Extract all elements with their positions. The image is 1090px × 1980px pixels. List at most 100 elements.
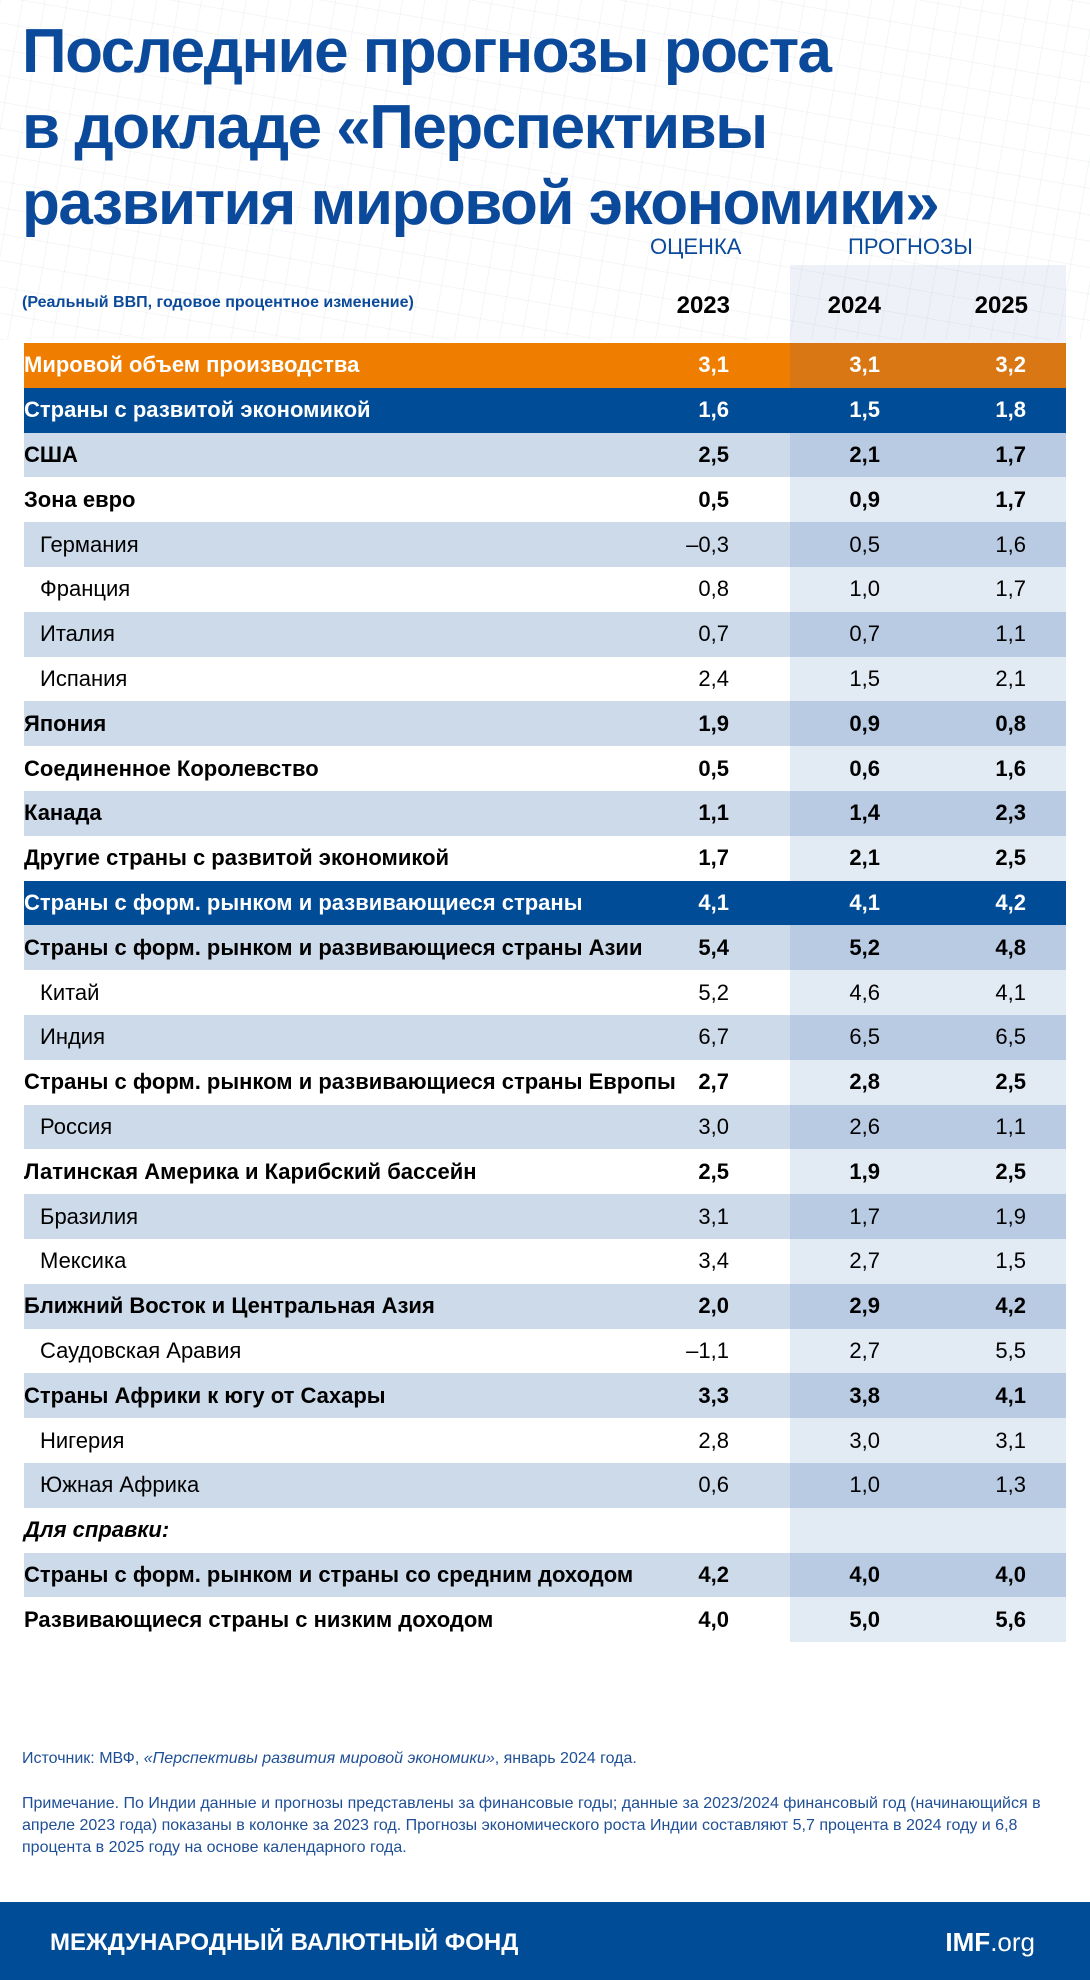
value-2023: –1,1 [686, 1337, 729, 1363]
value-2025: 1,7 [995, 486, 1026, 512]
value-2023: 0,6 [698, 1472, 729, 1498]
table-row: Зона евро 0,5 0,9 1,7 [24, 477, 1066, 523]
value-2024: 6,5 [849, 1024, 880, 1050]
value-2024: 2,6 [849, 1113, 880, 1139]
value-2024: 1,9 [849, 1158, 880, 1184]
source-prefix: Источник: МВФ, [22, 1750, 144, 1767]
value-2025: 4,1 [995, 1382, 1026, 1408]
value-2025: 3,1 [995, 1427, 1026, 1453]
value-2024: 0,9 [849, 710, 880, 736]
value-2024: 3,8 [849, 1382, 880, 1408]
value-2025: 2,5 [995, 1158, 1026, 1184]
table-row: Италия 0,7 0,7 1,1 [24, 611, 1066, 657]
value-2025: 1,1 [995, 621, 1026, 647]
value-2024: 4,0 [849, 1561, 880, 1587]
row-label: США [24, 441, 78, 467]
projection-cell-shade [790, 656, 1066, 702]
value-2025: 2,5 [995, 1069, 1026, 1095]
title-line: развития мировой экономики» [22, 169, 940, 238]
projection-cell-shade [790, 387, 1066, 433]
projection-cell-shade [790, 432, 1066, 478]
projection-cell-shade [790, 1373, 1066, 1419]
projection-cell-shade [790, 1552, 1066, 1598]
value-2023: 1,1 [698, 800, 729, 826]
row-label: Мировой объем производства [24, 352, 360, 378]
row-label: Страны с форм. рынком и страны со средни… [24, 1561, 634, 1587]
value-2024: 2,7 [849, 1248, 880, 1274]
table-row: Страны Африки к югу от Сахары 3,3 3,8 4,1 [24, 1373, 1066, 1419]
value-2023: 2,4 [698, 665, 729, 691]
projection-cell-shade [790, 566, 1066, 612]
value-2025: 4,2 [995, 889, 1026, 915]
value-2024: 3,0 [849, 1427, 880, 1453]
table-row: Бразилия 3,1 1,7 1,9 [24, 1194, 1066, 1239]
projection-cell-shade [790, 835, 1066, 881]
estimate-header: ОЦЕНКА [650, 234, 742, 259]
value-2025: 3,2 [995, 352, 1026, 378]
value-2025: 1,9 [995, 1203, 1026, 1229]
value-2024: 2,1 [849, 441, 880, 467]
table-row: Страны с развитой экономикой 1,6 1,5 1,8 [24, 387, 1066, 433]
value-2023: 0,5 [698, 486, 729, 512]
row-label: Франция [40, 576, 131, 602]
table-row: Германия –0,3 0,5 1,6 [24, 522, 1066, 567]
projection-cell-shade [790, 701, 1066, 747]
projection-cell-shade [790, 1059, 1066, 1105]
table-row: Испания 2,4 1,5 2,1 [24, 656, 1066, 702]
footer-bar: МЕЖДУНАРОДНЫЙ ВАЛЮТНЫЙ ФОНД IMF.org [0, 1902, 1090, 1980]
site-suffix: .org [990, 1927, 1035, 1957]
value-2025: 5,5 [995, 1337, 1026, 1363]
source-suffix: , январь 2024 года. [494, 1750, 637, 1767]
table-row: Латинская Америка и Карибский бассейн 2,5… [24, 1149, 1066, 1195]
value-2025: 1,7 [995, 576, 1026, 602]
projection-cell-shade [790, 746, 1066, 791]
row-label: Япония [24, 710, 107, 736]
value-2024: 2,7 [849, 1337, 880, 1363]
projection-cell-shade [790, 1328, 1066, 1374]
value-2023: 0,8 [698, 576, 729, 602]
value-2023: 0,7 [698, 621, 729, 647]
projection-cell-shade [790, 1597, 1066, 1643]
value-2025: 2,1 [995, 665, 1026, 691]
projection-cell-shade [790, 611, 1066, 657]
value-2023: 1,7 [698, 845, 729, 871]
projection-cell-shade [790, 1418, 1066, 1463]
row-label: Страны с форм. рынком и развивающиеся ст… [24, 1069, 676, 1095]
background-wave-pattern [0, 0, 1090, 340]
website-link[interactable]: IMF.org [945, 1927, 1035, 1958]
row-label: Ближний Восток и Центральная Азия [24, 1293, 435, 1319]
table-subtitle: (Реальный ВВП, годовое процентное измене… [22, 294, 414, 311]
value-2023: 4,0 [698, 1606, 729, 1632]
row-label: Испания [40, 665, 128, 691]
value-2023: 5,2 [698, 979, 729, 1005]
page-title: Последние прогнозы роста в докладе «Перс… [22, 14, 940, 242]
table-row: Страны с форм. рынком и развивающиеся ст… [24, 1059, 1066, 1105]
projection-cell-shade [790, 880, 1066, 926]
row-label: Соединенное Королевство [24, 755, 319, 781]
table-row: Развивающиеся страны с низким доходом 4,0… [24, 1597, 1066, 1643]
value-2025: 1,7 [995, 441, 1026, 467]
value-2024: 0,5 [849, 531, 880, 557]
title-line: Последние прогнозы роста [22, 17, 832, 86]
table-row: Другие страны с развитой экономикой 1,7 2,… [24, 835, 1066, 881]
value-2024: 5,2 [849, 934, 880, 960]
value-2025: 2,5 [995, 845, 1026, 871]
projection-cell-shade [790, 925, 1066, 971]
year-2023: 2023 [676, 292, 730, 319]
value-2024: 0,7 [849, 621, 880, 647]
row-label: Латинская Америка и Карибский бассейн [24, 1158, 477, 1184]
value-2023: 2,8 [698, 1427, 729, 1453]
value-2025: 6,5 [995, 1024, 1026, 1050]
value-2025: 1,5 [995, 1248, 1026, 1274]
organization-name: МЕЖДУНАРОДНЫЙ ВАЛЮТНЫЙ ФОНД [50, 1929, 519, 1956]
row-label: Зона евро [24, 486, 136, 512]
projection-cell-shade [790, 343, 1066, 388]
value-2023: 3,1 [698, 1203, 729, 1229]
row-label: Для справки: [24, 1517, 170, 1543]
row-label: Нигерия [40, 1427, 125, 1453]
table-row: Саудовская Аравия –1,1 2,7 5,5 [24, 1328, 1066, 1374]
value-2023: 3,3 [698, 1382, 729, 1408]
table-row: Китай 5,2 4,6 4,1 [24, 970, 1066, 1015]
projection-cell-shade [790, 477, 1066, 523]
projection-cell-shade [790, 1014, 1066, 1060]
